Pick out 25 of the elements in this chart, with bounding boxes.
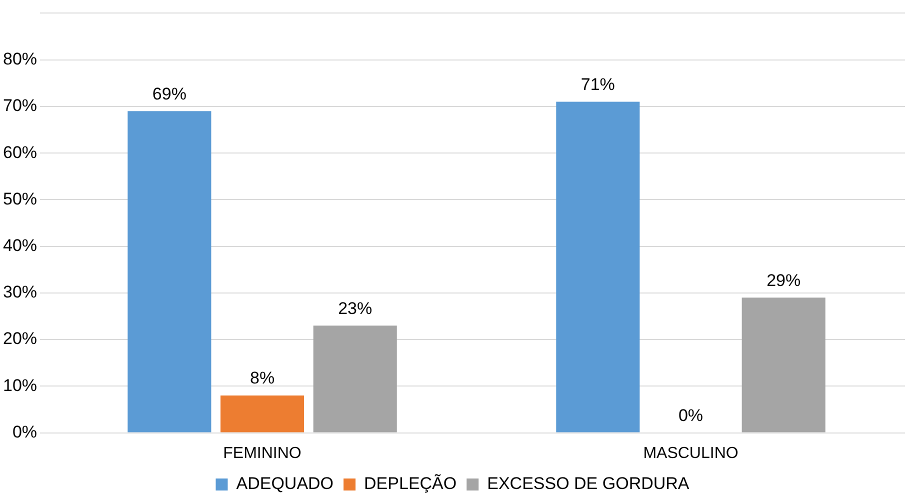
bar <box>556 102 640 432</box>
bar <box>128 111 212 432</box>
bar <box>742 298 826 432</box>
y-tick-label: 30% <box>2 282 38 302</box>
y-tick-label: 0% <box>12 422 38 442</box>
y-tick-label: 10% <box>2 376 38 395</box>
bar <box>220 396 304 432</box>
data-label: 8% <box>250 368 275 388</box>
y-tick-label: 50% <box>2 189 38 208</box>
y-tick-label: 60% <box>2 142 38 162</box>
data-label: 29% <box>766 270 801 290</box>
y-tick-label: 80% <box>2 50 38 69</box>
y-tick-label: 20% <box>2 329 38 348</box>
data-label: 23% <box>338 298 372 318</box>
x-tick-label: MASCULINO <box>643 444 738 462</box>
bar <box>313 326 397 432</box>
legend-label: ADEQUADO <box>236 474 334 494</box>
y-tick-label: 40% <box>2 236 38 255</box>
legend-label: DEPLEÇÃO <box>364 474 457 494</box>
x-tick-label: FEMININO <box>223 444 302 462</box>
data-label: 71% <box>580 74 615 94</box>
data-label: 69% <box>152 84 186 104</box>
legend-label: EXCESSO DE GORDURA <box>487 474 690 494</box>
data-label: 0% <box>678 406 704 425</box>
y-tick-label: 70% <box>2 96 38 116</box>
